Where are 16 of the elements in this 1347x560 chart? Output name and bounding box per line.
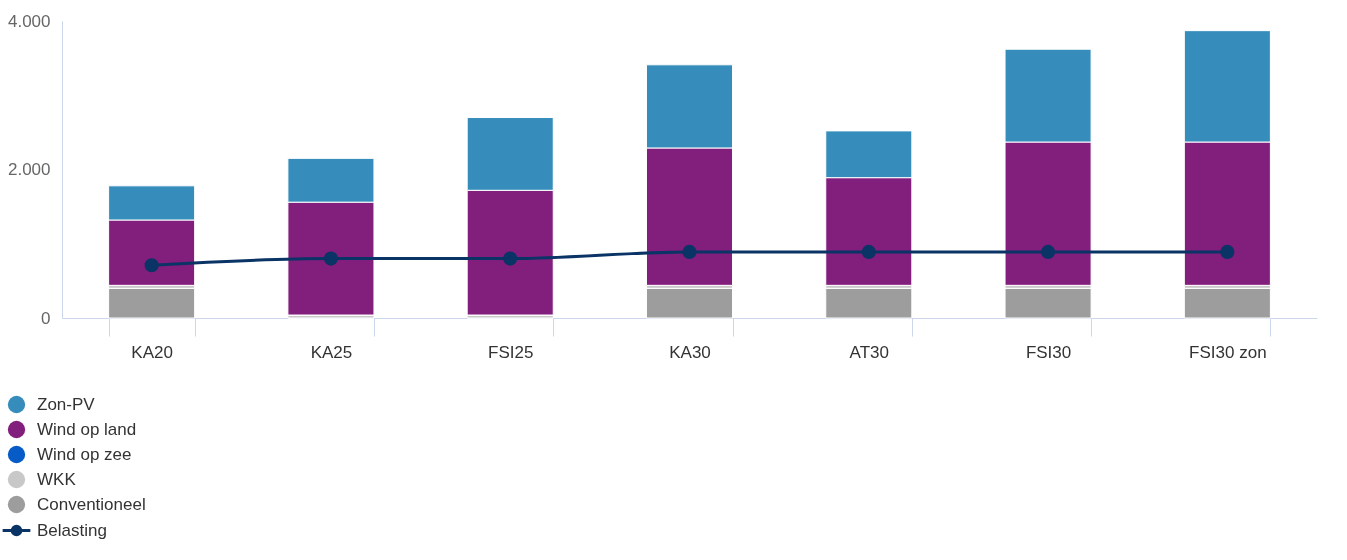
x-tick-label: AT30 bbox=[849, 342, 889, 362]
x-tick-label: FSI30 zon bbox=[1189, 342, 1267, 362]
legend-label: WKK bbox=[37, 469, 77, 489]
x-tick-label: KA20 bbox=[131, 342, 173, 362]
x-tick-label: FSI30 bbox=[1025, 342, 1072, 362]
legend-label: Wind op zee bbox=[37, 444, 132, 464]
x-tick-label: KA25 bbox=[310, 342, 353, 362]
y-tick-label: 2.000 bbox=[7, 160, 51, 179]
legend-label: Belasting bbox=[37, 520, 107, 540]
x-tick-label: FSI25 bbox=[488, 342, 534, 362]
legend-label: Conventioneel bbox=[37, 494, 146, 514]
y-tick-label: 4.000 bbox=[7, 11, 51, 31]
legend-label: Wind op land bbox=[37, 419, 137, 439]
legend-label: Zon-PV bbox=[37, 394, 96, 414]
y-tick-label: 0 bbox=[41, 308, 51, 328]
x-tick-label: KA30 bbox=[669, 342, 711, 362]
